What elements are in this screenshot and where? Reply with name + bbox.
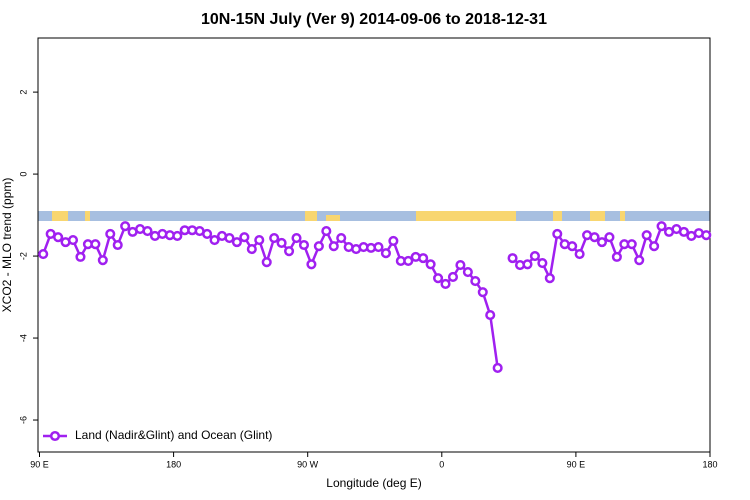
data-point bbox=[90, 239, 101, 250]
legend-marker bbox=[49, 430, 61, 442]
x-tick-label: 90 E bbox=[567, 459, 586, 469]
data-point bbox=[455, 260, 466, 271]
data-point bbox=[634, 255, 645, 266]
x-tick-label: 90 W bbox=[297, 459, 319, 469]
data-point bbox=[388, 235, 399, 246]
y-tick-label: 2 bbox=[18, 90, 28, 95]
data-point bbox=[567, 241, 578, 252]
x-tick-label: 180 bbox=[702, 459, 717, 469]
data-point bbox=[537, 257, 548, 269]
data-point bbox=[75, 251, 86, 262]
data-point bbox=[589, 232, 600, 243]
y-tick-label: -2 bbox=[18, 252, 28, 260]
x-tick-label: 180 bbox=[166, 459, 181, 469]
data-point bbox=[522, 259, 533, 270]
data-point bbox=[336, 232, 347, 244]
data-point bbox=[97, 255, 108, 266]
data-point bbox=[209, 235, 220, 246]
data-point bbox=[254, 235, 265, 246]
legend-label: Land (Nadir&Glint) and Ocean (Glint) bbox=[75, 428, 272, 442]
y-tick-label: -6 bbox=[18, 416, 28, 424]
chart-title: 10N-15N July (Ver 9) 2014-09-06 to 2018-… bbox=[201, 11, 547, 28]
land-mask bbox=[38, 211, 710, 221]
data-point bbox=[477, 287, 488, 298]
data-point bbox=[529, 251, 540, 262]
data-point bbox=[373, 241, 384, 253]
data-point bbox=[418, 253, 429, 264]
data-point bbox=[239, 232, 250, 243]
data-point bbox=[447, 271, 459, 283]
data-point bbox=[470, 276, 481, 287]
data-point bbox=[298, 239, 310, 251]
data-point bbox=[641, 230, 652, 241]
data-point bbox=[313, 241, 324, 252]
data-point bbox=[120, 221, 131, 232]
data-point bbox=[604, 232, 615, 243]
data-point bbox=[507, 253, 518, 264]
data-point bbox=[224, 232, 235, 244]
data-point bbox=[202, 228, 213, 239]
data-point bbox=[440, 278, 451, 289]
data-point bbox=[544, 273, 555, 284]
data-point bbox=[53, 232, 64, 243]
data-point bbox=[596, 237, 608, 248]
data-point bbox=[38, 248, 49, 260]
data-point bbox=[321, 226, 332, 237]
data-point bbox=[172, 230, 183, 242]
data-point bbox=[261, 257, 272, 268]
data-point bbox=[246, 244, 257, 255]
data-point bbox=[701, 230, 712, 241]
data-point bbox=[433, 273, 444, 284]
x-tick-label: 90 E bbox=[30, 459, 49, 469]
data-point bbox=[328, 241, 339, 252]
y-axis-label: XCO2 - MLO trend (ppm) bbox=[0, 178, 14, 313]
data-point bbox=[649, 241, 660, 252]
data-point bbox=[269, 232, 280, 244]
data-point bbox=[656, 221, 667, 232]
x-tick-label: 0 bbox=[439, 459, 444, 469]
data-point bbox=[492, 362, 503, 374]
y-tick-label: 0 bbox=[18, 172, 28, 177]
plot-frame bbox=[37, 37, 711, 453]
x-axis-label: Longitude (deg E) bbox=[326, 476, 421, 490]
data-point bbox=[425, 259, 436, 270]
data-point bbox=[67, 235, 79, 246]
data-point bbox=[403, 255, 414, 267]
data-point bbox=[142, 226, 153, 237]
data-point bbox=[611, 251, 622, 262]
y-tick-label: -4 bbox=[18, 334, 28, 342]
data-point bbox=[231, 237, 242, 248]
data-point bbox=[306, 259, 317, 270]
data-point bbox=[678, 226, 689, 237]
data-point bbox=[284, 246, 295, 257]
data-point bbox=[380, 248, 391, 259]
data-point bbox=[552, 228, 563, 239]
data-point bbox=[105, 228, 116, 239]
data-point bbox=[291, 232, 302, 244]
data-point bbox=[574, 248, 585, 260]
data-point bbox=[112, 239, 123, 251]
data-point bbox=[626, 239, 637, 250]
data-point bbox=[485, 310, 496, 321]
data-point bbox=[462, 267, 473, 278]
data-point bbox=[276, 237, 287, 249]
